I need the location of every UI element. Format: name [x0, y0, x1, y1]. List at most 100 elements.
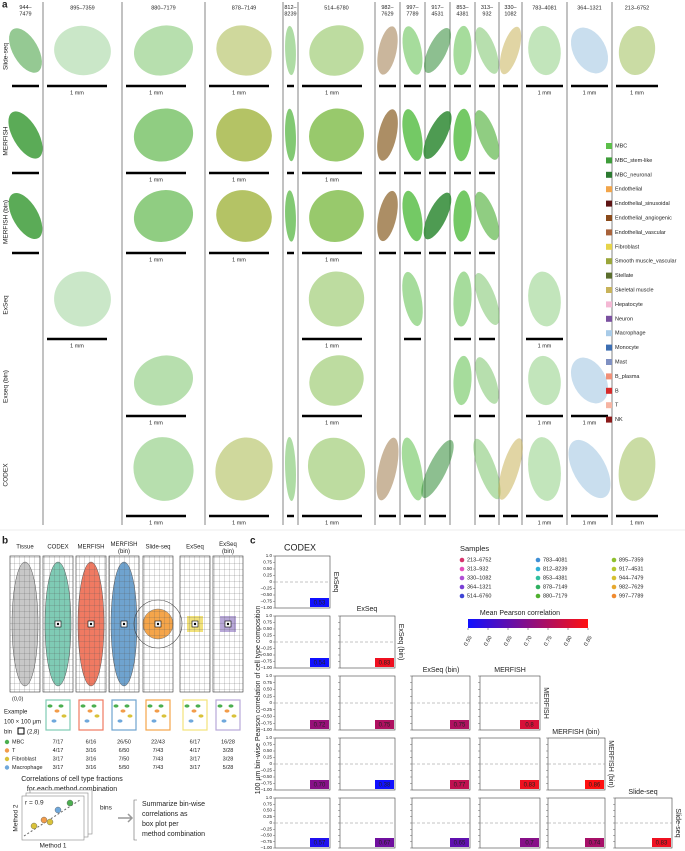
mean-correlation-label: 0.75 — [454, 722, 466, 728]
scale-bar-label: 1 mm — [149, 257, 163, 263]
y-tick-label: –1.00 — [261, 845, 273, 850]
y-tick-label: –0.50 — [261, 833, 273, 838]
bin-dot — [193, 622, 197, 626]
sample-label: 895–7359 — [619, 557, 643, 563]
fraction-label: 4/17 — [190, 748, 201, 754]
tissue-section — [402, 190, 423, 242]
y-tick-label: –0.75 — [261, 659, 273, 664]
sample-label: 812–8239 — [543, 566, 567, 572]
y-tick-label: 0.75 — [263, 801, 272, 806]
tissue-section — [285, 25, 296, 76]
scale-bar-label: 1 mm — [538, 520, 552, 526]
y-tick-label: 1.0 — [266, 553, 273, 558]
tissue-section — [453, 355, 472, 406]
mean-correlation-label: 0.65 — [454, 840, 466, 846]
cell-icon — [184, 704, 190, 708]
row-label: MERFISH — [3, 126, 10, 156]
colorbar-tick-label: 0.70 — [523, 635, 534, 647]
sample-label: 514–6760 — [467, 593, 491, 599]
y-tick-label: –0.50 — [261, 592, 273, 597]
tissue-section — [8, 111, 43, 159]
bin-dot — [156, 622, 160, 626]
fraction-label: 5/50 — [119, 765, 130, 771]
mean-correlation-label: 0.83 — [524, 782, 536, 788]
colorbar-tick-label: 0.55 — [463, 635, 474, 647]
bin-dot — [226, 622, 230, 626]
bin-dot — [56, 622, 60, 626]
sample-label: 880–7179 — [543, 593, 567, 599]
cell-icon — [54, 709, 60, 713]
fraction-label: 16/28 — [221, 739, 235, 745]
sample-label: 853–4381 — [543, 575, 567, 581]
legend-label: Mast — [615, 359, 627, 365]
sample-label: 944–7479 — [619, 575, 643, 581]
y-tick-label: –0.25 — [261, 646, 273, 651]
legend-label: Endothelial_vascular — [615, 230, 666, 236]
row-label: MERFISH (bin) — [607, 740, 614, 787]
y-tick-label: 0.75 — [263, 620, 272, 625]
panel-label: a — [2, 0, 8, 11]
y-tick-label: –1.00 — [261, 665, 273, 670]
row-label: ExSeq (bin) — [397, 624, 404, 661]
tissue-section — [377, 109, 398, 161]
mean-correlation-label: 0.72 — [314, 722, 326, 728]
panel-label: b — [2, 536, 8, 547]
legend-swatch — [606, 243, 612, 250]
colorbar-tick-label: 0.85 — [583, 635, 594, 647]
mean-correlation-box — [310, 598, 329, 607]
mean-correlation-box — [520, 780, 539, 789]
cell-icon — [154, 709, 160, 713]
legend-label: Fibroblast — [615, 244, 640, 250]
column-header: 997– 7789 — [406, 5, 419, 18]
y-tick-label: 0.75 — [263, 742, 272, 747]
tissue-section — [474, 272, 500, 326]
tissue-section — [215, 437, 273, 501]
fraction-label: 3/17 — [190, 765, 201, 771]
scale-bar-label: 1 mm — [325, 420, 339, 426]
row-label: ExSeq — [3, 295, 10, 315]
cell-icon — [117, 719, 123, 723]
mean-correlation-box — [375, 658, 394, 667]
sample-label: 313–932 — [467, 566, 488, 572]
y-tick-label: –0.25 — [261, 707, 273, 712]
tissue-section — [402, 271, 423, 327]
column-header: 895–7359 — [70, 5, 94, 11]
column-header: 812– 8239 — [284, 5, 297, 18]
legend-swatch — [606, 402, 612, 409]
tissue-section — [308, 271, 365, 327]
column-header: 853– 4381 — [456, 5, 469, 18]
mean-correlation-label: 0.83 — [379, 660, 391, 666]
column-header: ExSeq (bin) — [219, 542, 237, 555]
cell-icon — [51, 719, 57, 723]
legend-label: B — [615, 388, 619, 394]
tissue-section — [528, 271, 561, 327]
diagonal — [23, 799, 81, 837]
legend-label: Macrophage — [615, 331, 646, 337]
scale-bar-label: 1 mm — [70, 90, 84, 96]
example-point — [30, 822, 38, 830]
scale-bar-label: 1 mm — [232, 90, 246, 96]
cell-icon — [158, 704, 164, 708]
sample-label: 982–7629 — [619, 584, 643, 590]
tissue-section — [568, 439, 611, 499]
legend-label: MBC_neuronal — [615, 172, 652, 178]
column-header: 880–7179 — [151, 5, 175, 11]
tissue-section — [133, 25, 194, 76]
mean-correlation-box — [585, 838, 604, 847]
mean-correlation-box — [310, 658, 329, 667]
method-title: MERFISH — [494, 667, 526, 674]
tissue-section — [133, 355, 194, 406]
legend-swatch — [606, 301, 612, 308]
colorbar — [468, 619, 588, 628]
panel-label: c — [250, 536, 256, 547]
column-header: MERFISH — [78, 545, 105, 551]
scale-bar-label: 1 mm — [630, 520, 644, 526]
fraction-label: 3/16 — [86, 765, 97, 771]
example-label: Example — [4, 710, 28, 716]
example-label: bin — [4, 730, 12, 736]
sample-dot — [535, 557, 541, 563]
tissue-section — [402, 26, 423, 75]
scale-bar-label: 1 mm — [583, 90, 597, 96]
method-title: Slide-seq — [628, 789, 657, 796]
caption: for each method combination — [27, 786, 117, 793]
